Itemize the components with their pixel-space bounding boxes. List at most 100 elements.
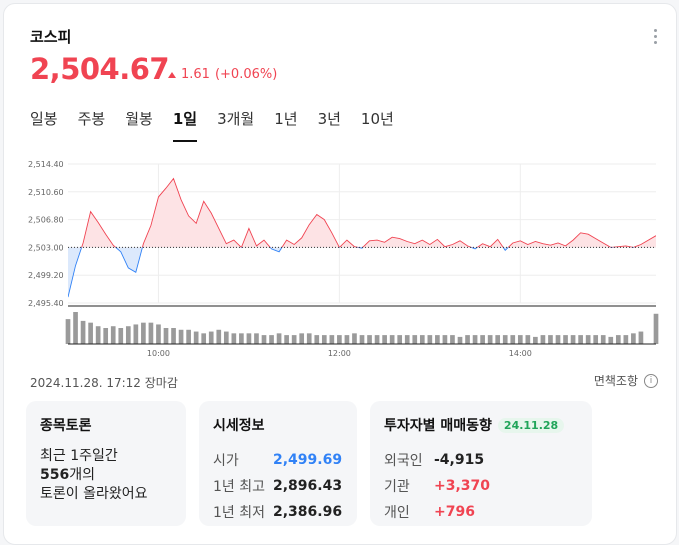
tab-2[interactable]: 월봉 (125, 108, 153, 142)
x-tick-label: 14:00 (509, 349, 532, 358)
volume-bar (405, 335, 410, 344)
volume-bar (624, 335, 629, 344)
volume-bar (495, 335, 500, 344)
volume-bar (586, 335, 591, 344)
up-arrow-icon (168, 72, 176, 78)
discussion-panel[interactable]: 종목토론 최근 1주일간 556개의 토론이 올라왔어요 (26, 401, 186, 526)
row-value: 2,896.43 (273, 478, 342, 494)
volume-bar (465, 335, 470, 344)
volume-bar (186, 330, 191, 344)
investor-date-badge: 24.11.28 (498, 418, 564, 433)
row-label: 1년 최고 (213, 476, 273, 496)
volume-bar (382, 335, 387, 344)
row-label: 개인 (384, 502, 434, 522)
volume-bar (458, 337, 463, 344)
volume-bar (556, 335, 561, 344)
row-label: 외국인 (384, 450, 434, 470)
investor-title-text: 투자자별 매매동향 (384, 418, 492, 434)
volume-bar (111, 326, 116, 344)
discussion-line2: 556개의 (40, 466, 172, 485)
volume-bar (654, 314, 659, 344)
volume-bar (601, 335, 606, 344)
disclaimer-label: 면책조항 (594, 372, 638, 389)
index-title: 코스피 (30, 26, 71, 47)
disclaimer-link[interactable]: 면책조항 i (594, 372, 658, 389)
volume-bar (103, 328, 108, 344)
tab-6[interactable]: 3년 (318, 108, 341, 142)
volume-bar (639, 332, 644, 344)
volume-bar (428, 335, 433, 344)
inv-rows-row: 외국인-4,915 (384, 447, 578, 473)
volume-bar (194, 332, 199, 344)
volume-bar (126, 326, 131, 344)
intraday-chart: 2,514.402,510.602,506.802,503.002,499.20… (4, 154, 676, 369)
volume-bar (247, 333, 252, 344)
volume-bar (88, 323, 93, 344)
row-value: 2,386.96 (273, 504, 342, 520)
volume-bar (171, 328, 176, 344)
discussion-count: 556 (40, 467, 69, 483)
change-value: 1.61 (181, 67, 210, 82)
tab-5[interactable]: 1년 (274, 108, 297, 142)
tab-3[interactable]: 1일 (173, 108, 197, 142)
volume-bar (224, 332, 229, 344)
y-tick-label: 2,499.20 (28, 271, 64, 280)
y-tick-label: 2,514.40 (28, 160, 64, 169)
volume-bar (134, 324, 139, 344)
current-price: 2,504.67 (30, 52, 169, 86)
volume-bar (616, 335, 621, 344)
volume-bar (164, 328, 169, 344)
y-tick-label: 2,506.80 (28, 216, 64, 225)
volume-bar (141, 323, 146, 344)
volume-bar (118, 328, 123, 344)
volume-bar (96, 326, 101, 344)
x-tick-label: 12:00 (328, 349, 351, 358)
volume-bar (314, 335, 319, 344)
inv-rows-row: 개인+796 (384, 499, 578, 525)
volume-bar (322, 335, 327, 344)
tab-4[interactable]: 3개월 (217, 108, 254, 142)
volume-bar (563, 335, 568, 344)
discussion-title: 종목토론 (40, 415, 172, 435)
volume-bar (307, 333, 312, 344)
volume-bar (443, 335, 448, 344)
discussion-line1: 최근 1주일간 (40, 447, 172, 466)
volume-bar (435, 335, 440, 344)
volume-bar (232, 333, 237, 344)
row-label: 시가 (213, 450, 273, 470)
period-tabs: 일봉 주봉 월봉 1일 3개월 1년 3년 10년 (30, 108, 414, 142)
volume-bar (66, 319, 71, 344)
volume-bar (375, 335, 380, 344)
inv-rows-row: 기관+3,370 (384, 473, 578, 499)
tab-7[interactable]: 10년 (361, 108, 394, 142)
discussion-line3: 토론이 올라왔어요 (40, 485, 172, 504)
info-icon: i (644, 374, 658, 388)
volume-bar (518, 335, 523, 344)
discussion-unit: 개의 (69, 467, 95, 483)
volume-bar (337, 335, 342, 344)
row-value: 2,499.69 (273, 452, 342, 468)
volume-bar (201, 333, 206, 344)
row-label: 기관 (384, 476, 434, 496)
volume-bar (262, 335, 267, 344)
tab-0[interactable]: 일봉 (30, 108, 58, 142)
more-options-icon[interactable] (654, 29, 658, 45)
volume-bar (488, 335, 493, 344)
volume-bar (510, 335, 515, 344)
y-tick-label: 2,495.40 (28, 299, 64, 308)
volume-bar (541, 335, 546, 344)
volume-bar (412, 335, 417, 344)
row-value: +3,370 (434, 478, 490, 494)
y-tick-label: 2,503.00 (28, 243, 64, 252)
volume-bar (420, 335, 425, 344)
volume-bar (239, 333, 244, 344)
volume-bar (149, 323, 154, 344)
tab-1[interactable]: 주봉 (78, 108, 106, 142)
volume-bar (179, 330, 184, 344)
volume-bar (526, 335, 531, 344)
